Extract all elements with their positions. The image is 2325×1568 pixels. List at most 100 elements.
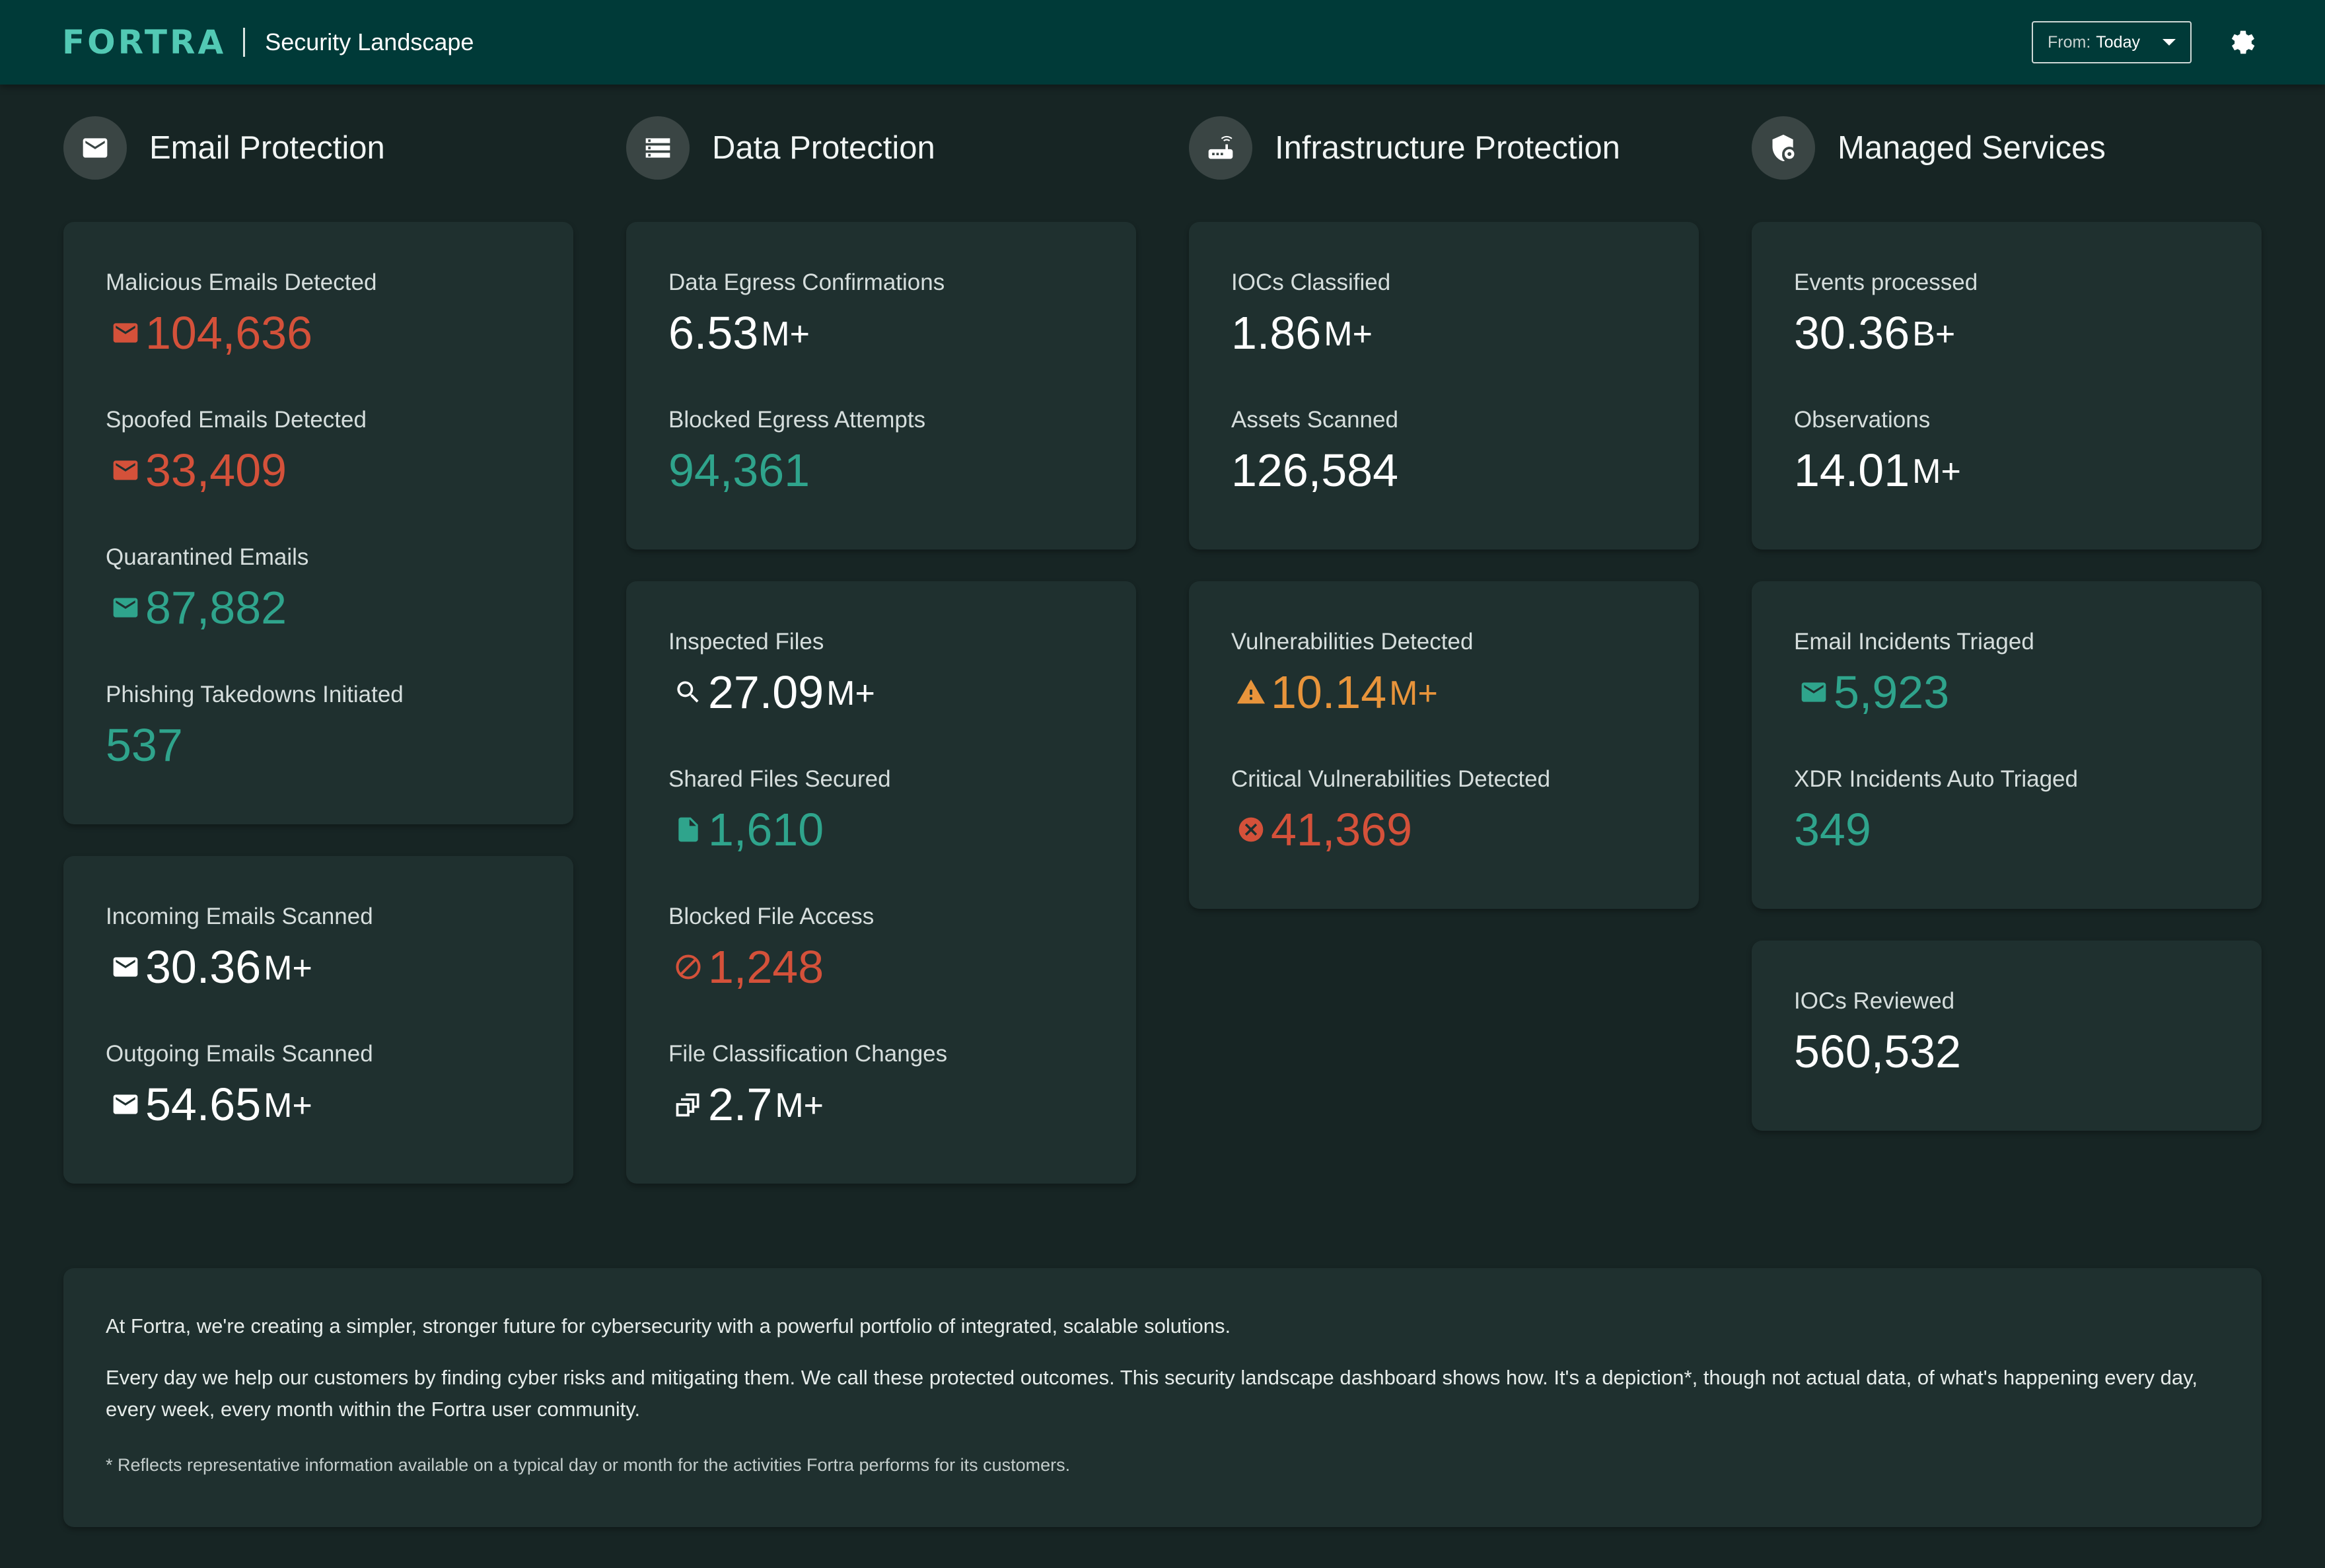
metric-label: Shared Files Secured — [668, 766, 891, 792]
metric-value: 41,369 — [1231, 802, 1550, 857]
section-title: Email Protection — [149, 130, 385, 166]
metric-file-classification: File Classification Changes 2.7 M+ — [668, 1041, 947, 1132]
metric-blocked-egress: Blocked Egress Attempts 94,361 — [668, 407, 925, 498]
settings-button[interactable] — [2222, 22, 2262, 62]
metric-inspected-files: Inspected Files 27.09 M+ — [668, 629, 875, 720]
section-title: Managed Services — [1838, 130, 2106, 166]
search-icon — [668, 672, 708, 712]
metric-value: 2.7 M+ — [668, 1077, 947, 1132]
managed-events-card: Events processed 30.36 B+ Observations 14… — [1752, 222, 2262, 550]
section-icon-badge — [626, 116, 690, 180]
section-icon-badge — [1752, 116, 1815, 180]
email-scan-card: Incoming Emails Scanned 30.36 M+ Outgoing… — [63, 856, 573, 1184]
metric-label: Observations — [1794, 407, 1931, 433]
metric-label: IOCs Classified — [1231, 269, 1391, 295]
metric-shared-files: Shared Files Secured 1,610 — [668, 766, 891, 857]
metric-value: 94,361 — [668, 445, 810, 496]
metric-egress-confirmations: Data Egress Confirmations 6.53 M+ — [668, 269, 945, 361]
metric-label: Vulnerabilities Detected — [1231, 629, 1474, 655]
metric-label: File Classification Changes — [668, 1041, 948, 1067]
date-filter-label: From: — [2048, 32, 2091, 52]
section-header-email: Email Protection — [63, 116, 385, 180]
footnote: * Reflects representative information av… — [106, 1455, 1071, 1475]
top-bar: FORTRA Security Landscape From: Today — [0, 0, 2325, 85]
metric-label: Quarantined Emails — [106, 544, 309, 570]
metric-value: 87,882 — [106, 580, 308, 635]
metric-value: 349 — [1794, 804, 1871, 855]
about-paragraph-1: At Fortra, we're creating a simpler, str… — [106, 1314, 1231, 1337]
metric-value: 1,610 — [668, 802, 891, 857]
error-circle-icon — [1231, 810, 1271, 849]
section-header-infra: Infrastructure Protection — [1189, 116, 1620, 180]
metric-value: 54.65 M+ — [106, 1077, 373, 1132]
router-icon — [1208, 135, 1233, 159]
metric-label: Blocked File Access — [668, 904, 875, 929]
shield-gear-icon — [1772, 134, 1795, 162]
metric-value: 560,532 — [1794, 1026, 1962, 1077]
infra-vulns-card: Vulnerabilities Detected 10.14 M+ Critica… — [1189, 581, 1699, 909]
managed-incidents-card: Email Incidents Triaged 5,923 XDR Incide… — [1752, 581, 2262, 909]
metric-value: 126,584 — [1231, 445, 1399, 496]
date-filter-value: Today — [2096, 32, 2140, 52]
metric-value: 27.09 M+ — [668, 664, 875, 720]
section-icon-badge — [1189, 116, 1252, 180]
metric-label: Malicious Emails Detected — [106, 269, 377, 295]
metric-malicious-emails: Malicious Emails Detected 104,636 — [106, 269, 376, 361]
managed-iocs-card: IOCs Reviewed 560,532 — [1752, 941, 2262, 1131]
envelope-icon — [106, 450, 145, 490]
metric-value: 5,923 — [1794, 664, 2034, 720]
logo-divider — [243, 28, 246, 57]
metric-xdr-incidents: XDR Incidents Auto Triaged 349 — [1794, 766, 2078, 857]
metric-email-incidents: Email Incidents Triaged 5,923 — [1794, 629, 2034, 720]
metric-label: Inspected Files — [668, 629, 824, 655]
section-icon-badge — [63, 116, 127, 180]
metric-vulnerabilities: Vulnerabilities Detected 10.14 M+ — [1231, 629, 1473, 720]
section-header-managed: Managed Services — [1752, 116, 2106, 180]
about-paragraph-2: Every day we help our customers by findi… — [106, 1366, 2198, 1421]
warning-icon — [1231, 672, 1271, 712]
metric-label: Phishing Takedowns Initiated — [106, 682, 404, 707]
metric-value: 1,248 — [668, 939, 874, 995]
infra-iocs-card: IOCs Classified 1.86 M+ Assets Scanned 12… — [1189, 222, 1699, 550]
date-filter-select[interactable]: From: Today — [2032, 21, 2192, 63]
blocked-icon — [668, 947, 708, 987]
metric-value: 6.53 M+ — [668, 307, 810, 359]
metric-iocs-reviewed: IOCs Reviewed 560,532 — [1794, 988, 1961, 1079]
file-icon — [668, 810, 708, 849]
metric-value: 30.36 B+ — [1794, 307, 1956, 359]
email-metrics-card: Malicious Emails Detected 104,636 Spoofe… — [63, 222, 573, 824]
metric-quarantined-emails: Quarantined Emails 87,882 — [106, 544, 308, 635]
metric-observations: Observations 14.01 M+ — [1794, 407, 1961, 498]
metric-label: Critical Vulnerabilities Detected — [1231, 766, 1551, 792]
metric-label: Assets Scanned — [1231, 407, 1398, 433]
envelope-icon — [83, 138, 108, 158]
chevron-down-icon — [2163, 39, 2176, 46]
metric-label: IOCs Reviewed — [1794, 988, 1955, 1014]
metric-value: 14.01 M+ — [1794, 445, 1961, 496]
metric-iocs-classified: IOCs Classified 1.86 M+ — [1231, 269, 1390, 361]
metric-events-processed: Events processed 30.36 B+ — [1794, 269, 1978, 361]
about-note-card: At Fortra, we're creating a simpler, str… — [63, 1268, 2262, 1527]
file-stack-icon — [668, 1085, 708, 1124]
metric-assets-scanned: Assets Scanned 126,584 — [1231, 407, 1398, 498]
storage-list-icon — [645, 138, 670, 158]
fortra-logo[interactable]: FORTRA — [62, 23, 227, 61]
metric-value: 33,409 — [106, 443, 367, 498]
envelope-icon — [106, 947, 145, 987]
section-title: Infrastructure Protection — [1275, 130, 1620, 166]
envelope-icon — [106, 313, 145, 353]
envelope-icon — [106, 1085, 145, 1124]
section-header-data: Data Protection — [626, 116, 935, 180]
metric-phishing-takedowns: Phishing Takedowns Initiated 537 — [106, 682, 404, 773]
envelope-icon — [106, 588, 145, 627]
metric-outgoing-emails: Outgoing Emails Scanned 54.65 M+ — [106, 1041, 373, 1132]
metric-label: Blocked Egress Attempts — [668, 407, 926, 433]
metric-incoming-emails: Incoming Emails Scanned 30.36 M+ — [106, 904, 373, 995]
section-title: Data Protection — [712, 130, 935, 166]
app-title: Security Landscape — [265, 28, 474, 55]
gear-icon — [2231, 30, 2255, 54]
metric-blocked-file-access: Blocked File Access 1,248 — [668, 904, 874, 995]
metric-label: Data Egress Confirmations — [668, 269, 945, 295]
metric-label: Events processed — [1794, 269, 1978, 295]
metric-label: Email Incidents Triaged — [1794, 629, 2034, 655]
